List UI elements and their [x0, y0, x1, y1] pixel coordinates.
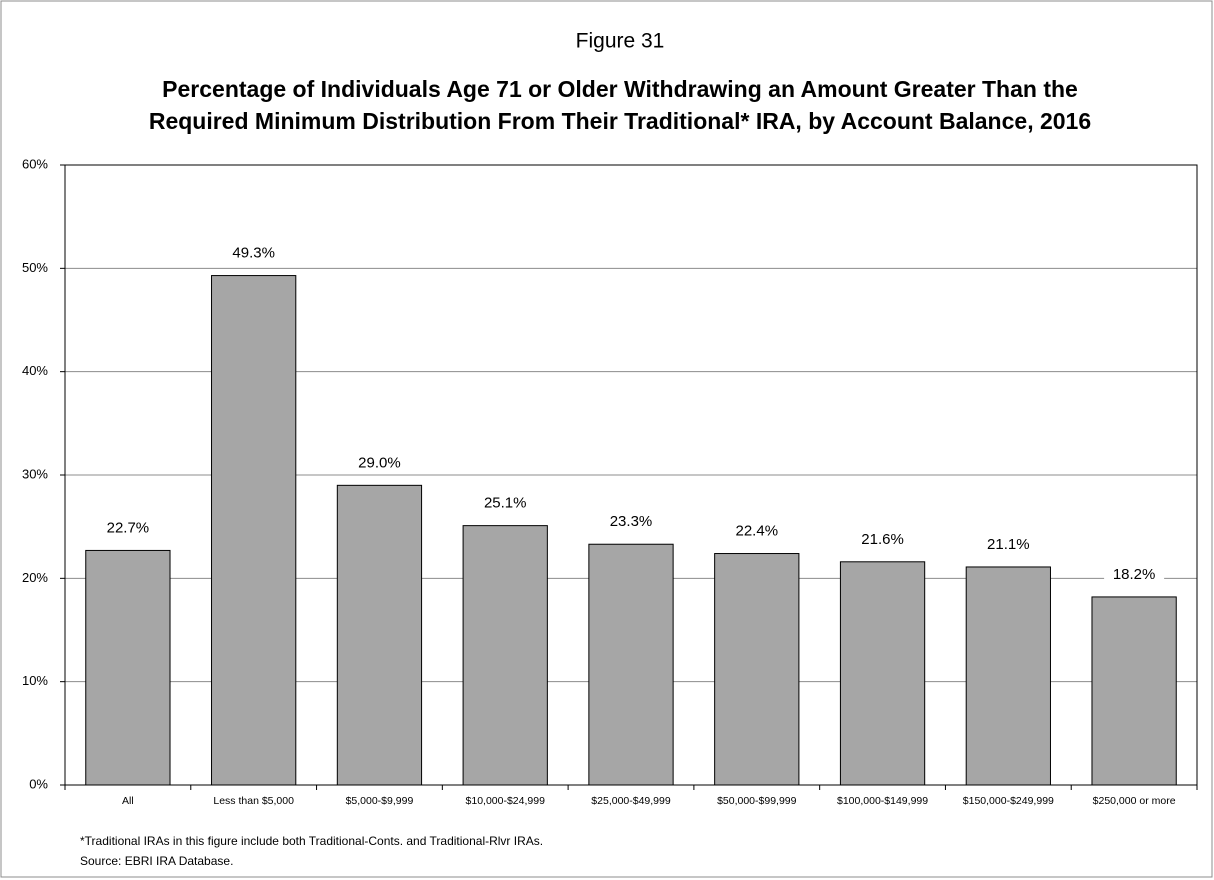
bar: [462, 525, 548, 786]
chart-title: Required Minimum Distribution From Their…: [149, 108, 1091, 134]
label-bg: [1104, 564, 1165, 585]
source-note: Source: EBRI IRA Database.: [80, 854, 233, 868]
x-tick-label: $100,000-$149,999: [837, 795, 928, 807]
label-bg: [97, 518, 158, 539]
value-label: 25.1%: [484, 495, 527, 512]
y-tick-label: 50%: [22, 260, 48, 275]
x-tick-label: $150,000-$249,999: [963, 795, 1054, 807]
label-bg: [475, 493, 536, 514]
x-tick-label: All: [122, 795, 134, 807]
label-bg: [223, 243, 284, 264]
value-label: 22.4%: [736, 523, 779, 540]
value-label: 21.1%: [987, 536, 1030, 553]
chart-title: Percentage of Individuals Age 71 or Olde…: [162, 76, 1078, 102]
bar: [965, 566, 1051, 786]
label-bg: [601, 512, 661, 533]
y-tick-label: 40%: [22, 363, 48, 378]
bar: [714, 553, 800, 786]
x-tick-label: Less than $5,000: [213, 795, 294, 807]
bar: [1091, 596, 1177, 786]
value-label: 29.0%: [358, 454, 401, 471]
value-label: 21.6%: [861, 531, 904, 548]
label-bg: [726, 521, 787, 542]
value-label: 18.2%: [1113, 566, 1156, 583]
y-tick-label: 20%: [22, 570, 48, 585]
label-bg: [349, 453, 410, 474]
x-tick-label: $250,000 or more: [1093, 795, 1176, 807]
value-label: 22.7%: [107, 519, 150, 536]
x-tick-label: $10,000-$24,999: [466, 795, 546, 807]
value-label: 49.3%: [232, 245, 275, 262]
chart-supertitle: Figure 31: [576, 30, 665, 53]
value-label: 23.3%: [610, 513, 653, 530]
bar: [211, 275, 297, 786]
footnote: *Traditional IRAs in this figure include…: [80, 834, 543, 848]
bar: [336, 484, 423, 786]
y-tick-label: 60%: [22, 156, 48, 171]
x-tick-label: $50,000-$99,999: [717, 795, 797, 807]
y-tick-label: 10%: [22, 673, 48, 688]
y-tick-label: 0%: [29, 776, 48, 791]
y-tick-label: 30%: [22, 466, 48, 481]
x-tick-label: $5,000-$9,999: [346, 795, 414, 807]
bar: [839, 561, 926, 786]
x-tick-label: $25,000-$49,999: [591, 795, 671, 807]
bar: [588, 543, 674, 786]
label-bg: [978, 534, 1039, 555]
label-bg: [852, 529, 913, 550]
bar: [85, 549, 171, 786]
